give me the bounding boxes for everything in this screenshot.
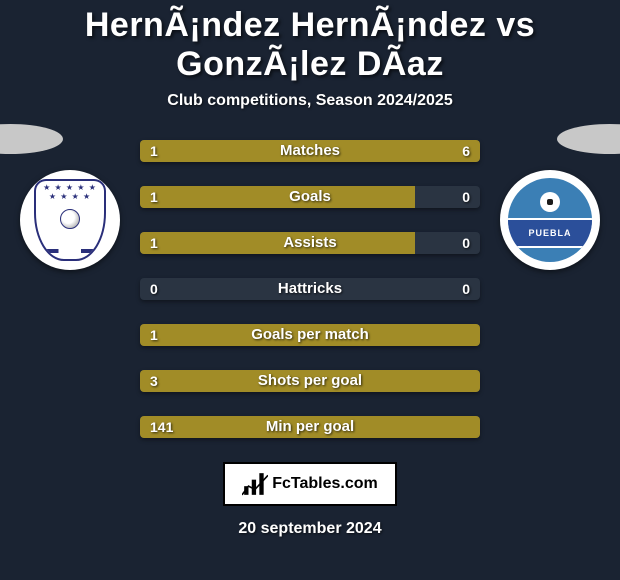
page-subtitle: Club competitions, Season 2024/2025 [0,92,620,110]
stat-value-right: 0 [462,186,470,208]
stat-row: 141Min per goal [140,416,480,438]
stat-value-left: 1 [150,324,158,346]
stat-value-left: 1 [150,140,158,162]
stat-row: 10Assists [140,232,480,254]
stat-row: 0 0Hattricks [140,278,480,300]
footer-date: 20 september 2024 [0,520,620,538]
page-title: HernÃ¡ndez HernÃ¡ndez vs GonzÃ¡lez DÃ­az [0,0,620,84]
stat-bar-left [140,416,480,438]
stat-value-left: 3 [150,370,158,392]
stat-bar-left [140,324,480,346]
site-logo: FcTables.com [223,462,397,506]
stat-value-left: 0 [150,278,158,300]
stat-value-right: 6 [462,140,470,162]
stat-value-left: 1 [150,232,158,254]
stats-bars: 16Matches10Goals10Assists00Hattricks1Goa… [0,140,620,438]
stat-label: Hattricks [140,278,480,300]
stat-value-right: 0 [462,232,470,254]
bar-chart-icon [242,471,268,497]
stat-row: 16Matches [140,140,480,162]
stat-value-right: 0 [462,278,470,300]
stat-value-left: 1 [150,186,158,208]
site-logo-text: FcTables.com [272,475,378,493]
stat-value-left: 141 [150,416,173,438]
stat-row: 10Goals [140,186,480,208]
stat-bar-left [140,186,415,208]
stat-bar-right [205,140,480,162]
stat-row: 1Goals per match [140,324,480,346]
stat-bar-left [140,370,480,392]
stat-row: 3Shots per goal [140,370,480,392]
stat-bar-left [140,232,415,254]
